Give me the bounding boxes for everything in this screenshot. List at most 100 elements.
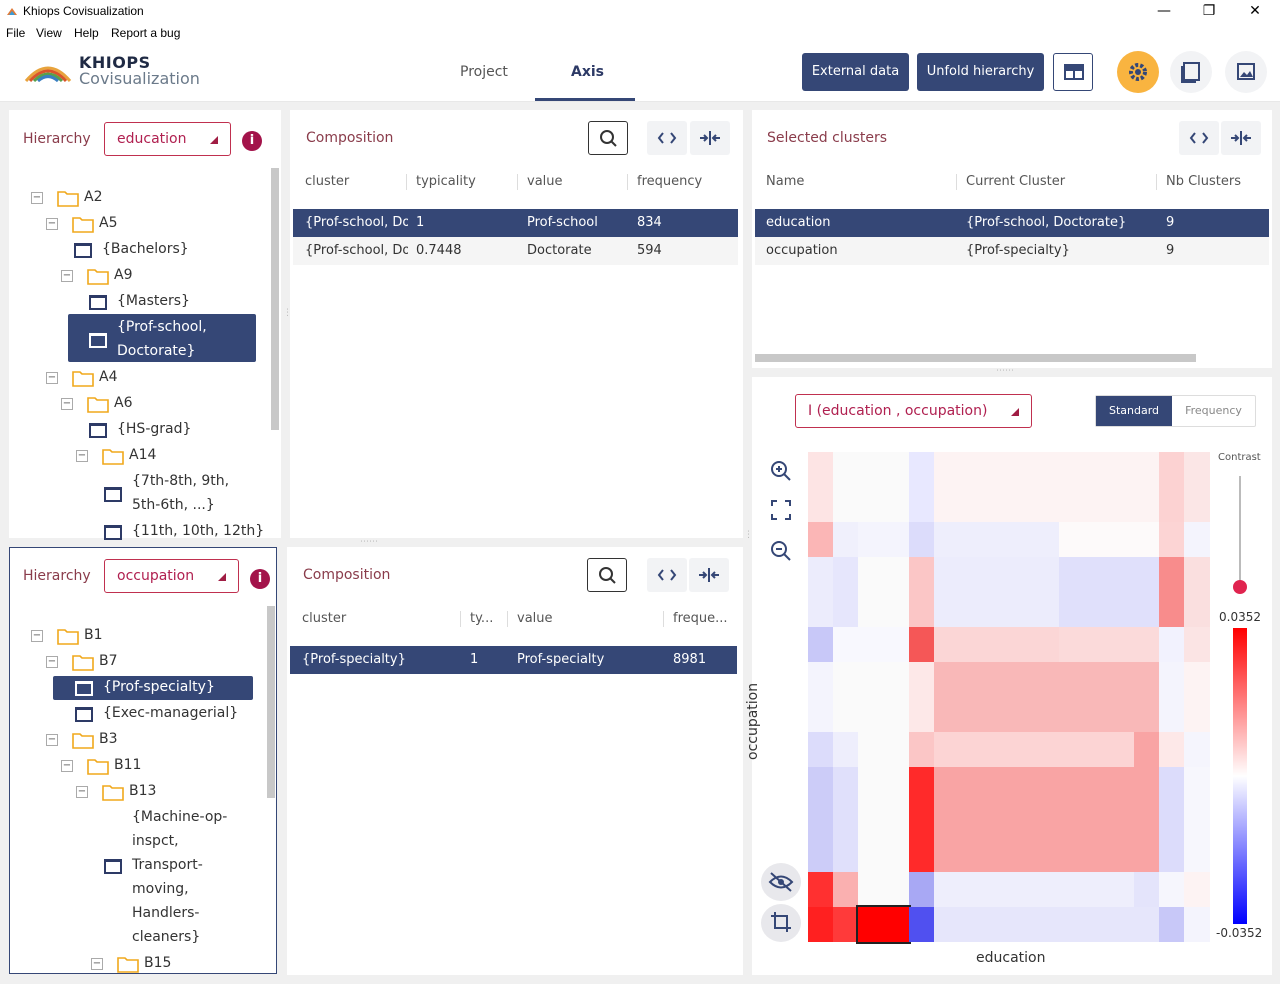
settings-button[interactable]	[1117, 51, 1159, 93]
heatmap-cell[interactable]	[808, 662, 833, 732]
heatmap-cell[interactable]	[909, 557, 934, 627]
tree-leaf-node[interactable]: {11th, 10th, 12th}	[9, 520, 264, 544]
column-header[interactable]: freque...	[673, 611, 728, 626]
fit-screen-icon[interactable]	[768, 497, 794, 523]
collapse-toggle-icon[interactable]: −	[76, 450, 88, 462]
column-separator[interactable]	[1156, 174, 1157, 190]
standard-mode-button[interactable]: Standard	[1096, 396, 1172, 426]
tree-leaf-node[interactable]: {7th-8th, 9th, 5th-6th, ...}	[9, 470, 264, 513]
heatmap-cell[interactable]	[833, 872, 858, 907]
heatmap-cell[interactable]	[1134, 627, 1159, 662]
tree-folder-node[interactable]: − A2	[9, 186, 264, 210]
heatmap-cell[interactable]	[909, 452, 934, 522]
heatmap-cell[interactable]	[934, 557, 1059, 627]
heatmap-cell[interactable]	[909, 732, 934, 767]
heatmap-matrix[interactable]	[808, 452, 1210, 944]
tree-scrollbar[interactable]	[271, 168, 279, 430]
search-button[interactable]	[588, 121, 628, 155]
collapse-toggle-icon[interactable]: −	[61, 760, 73, 772]
heatmap-cell[interactable]	[1159, 557, 1184, 627]
heatmap-cell[interactable]	[808, 732, 833, 767]
collapse-toggle-icon[interactable]: −	[61, 398, 73, 410]
collapse-toggle-icon[interactable]: −	[61, 270, 73, 282]
vertical-splitter[interactable]: ⋮	[744, 530, 753, 540]
tree-leaf-node[interactable]: {Prof-specialty}	[10, 676, 265, 700]
column-separator[interactable]	[663, 611, 664, 627]
table-row[interactable]: {Prof-school, Doctorate} 0.7448 Doctorate 5…	[293, 237, 738, 265]
layout-button[interactable]	[1053, 53, 1093, 91]
heatmap-cell[interactable]	[1134, 732, 1159, 767]
tree-folder-node[interactable]: − B1	[10, 624, 265, 648]
heatmap-cell[interactable]	[1059, 767, 1134, 872]
hierarchy-select-education[interactable]: education	[104, 122, 231, 156]
column-separator[interactable]	[627, 174, 628, 190]
heatmap-cell[interactable]	[858, 557, 909, 627]
heatmap-cell[interactable]	[1134, 452, 1159, 522]
horizontal-scrollbar[interactable]	[755, 354, 1196, 362]
heatmap-cell[interactable]	[934, 452, 1059, 522]
heatmap-cell[interactable]	[808, 452, 833, 522]
tree-scrollbar[interactable]	[267, 606, 275, 798]
heatmap-cell[interactable]	[1059, 662, 1134, 732]
menu-file[interactable]: File	[6, 26, 26, 40]
column-header[interactable]: Nb Clusters	[1166, 174, 1242, 189]
heatmap-cell[interactable]	[833, 627, 858, 662]
restore-button[interactable]: ❐	[1202, 3, 1216, 19]
heatmap-cell[interactable]	[1159, 872, 1184, 907]
column-header[interactable]: typicality	[416, 174, 476, 189]
heatmap-cell[interactable]	[1184, 627, 1210, 662]
expand-columns-button[interactable]	[647, 121, 687, 155]
external-data-button[interactable]: External data	[802, 53, 909, 91]
heatmap-cell[interactable]	[1059, 522, 1134, 557]
column-header[interactable]: cluster	[305, 174, 350, 189]
heatmap-cell[interactable]	[909, 872, 934, 907]
column-separator[interactable]	[406, 174, 407, 190]
heatmap-cell[interactable]	[1134, 767, 1159, 872]
heatmap-cell[interactable]	[1184, 557, 1210, 627]
heatmap-cell[interactable]	[1184, 452, 1210, 522]
heatmap-cell[interactable]	[1184, 907, 1210, 942]
heatmap-cell[interactable]	[1159, 907, 1184, 942]
column-header[interactable]: value	[527, 174, 563, 189]
horizontal-splitter[interactable]: ⋯⋯	[996, 366, 1014, 376]
heatmap-cell[interactable]	[858, 872, 909, 907]
heatmap-cell[interactable]	[833, 452, 858, 522]
tree-folder-node[interactable]: − B13	[10, 780, 265, 804]
heatmap-cell[interactable]	[1159, 732, 1184, 767]
heatmap-cell[interactable]	[934, 907, 1059, 942]
export-image-button[interactable]	[1225, 51, 1267, 93]
heatmap-cell[interactable]	[858, 627, 909, 662]
collapse-toggle-icon[interactable]: −	[46, 656, 58, 668]
tree-folder-node[interactable]: − A14	[9, 444, 264, 468]
heatmap-cell[interactable]	[858, 452, 909, 522]
heatmap-cell[interactable]	[1059, 452, 1134, 522]
tree-folder-node[interactable]: − A4	[9, 366, 264, 390]
collapse-toggle-icon[interactable]: −	[76, 786, 88, 798]
menu-view[interactable]: View	[36, 26, 62, 40]
tree-folder-node[interactable]: − B15	[10, 952, 265, 976]
tree-folder-node[interactable]: − A6	[9, 392, 264, 416]
collapse-toggle-icon[interactable]: −	[46, 372, 58, 384]
column-header[interactable]: ty...	[470, 611, 494, 626]
heatmap-cell[interactable]	[1159, 627, 1184, 662]
tree-leaf-node[interactable]: {Bachelors}	[9, 238, 264, 262]
heatmap-cell[interactable]	[833, 662, 858, 732]
column-header[interactable]: Name	[766, 174, 805, 189]
column-header[interactable]: value	[517, 611, 553, 626]
heatmap-cell[interactable]	[934, 522, 1059, 557]
heatmap-cell[interactable]	[833, 732, 858, 767]
collapse-toggle-icon[interactable]: −	[91, 958, 103, 970]
column-header[interactable]: frequency	[637, 174, 703, 189]
menu-help[interactable]: Help	[74, 26, 99, 40]
heatmap-cell[interactable]	[934, 872, 1059, 907]
heatmap-cell[interactable]	[1134, 522, 1159, 557]
matrix-type-select[interactable]: I (education , occupation)	[795, 394, 1032, 428]
heatmap-cell[interactable]	[934, 767, 1059, 872]
tab-axis[interactable]: Axis	[571, 64, 604, 80]
heatmap-cell[interactable]	[909, 627, 934, 662]
heatmap-cell[interactable]	[1159, 522, 1184, 557]
info-icon[interactable]: i	[250, 569, 270, 589]
table-row[interactable]: occupation {Prof-specialty} 9	[755, 237, 1269, 265]
heatmap-cell[interactable]	[1134, 662, 1159, 732]
collapse-toggle-icon[interactable]: −	[31, 630, 43, 642]
